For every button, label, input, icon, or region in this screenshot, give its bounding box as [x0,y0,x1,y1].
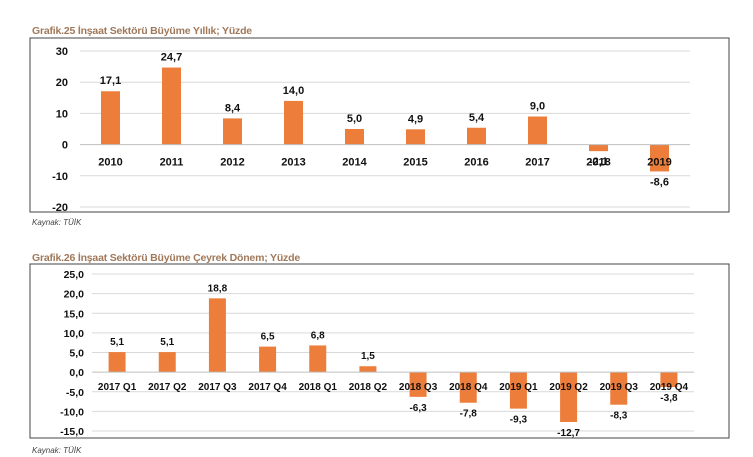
chart2-bar [459,372,477,403]
chart2-bar [158,352,176,373]
chart2-title: Grafik.26 İnşaat Sektörü Büyüme Çeyrek D… [32,252,300,264]
chart2-value-label: 18,8 [208,283,228,294]
chart1-ytick-label: 10 [56,108,68,120]
chart2-ytick-label: -5,0 [66,387,84,399]
chart2-category-label: 2017 Q4 [248,382,287,393]
chart2-value-label: -6,3 [409,403,427,414]
chart2-category-label: 2017 Q1 [98,382,137,393]
chart1-bar [406,129,425,145]
chart2-value-label: 6,5 [261,332,275,343]
chart1-bar [467,127,486,145]
chart1-value-label: -8,6 [650,176,669,188]
chart1-value-label: 9,0 [530,101,545,113]
chart1-frame [29,37,730,213]
chart1-bar [162,67,181,145]
chart2-value-label: 5,1 [110,337,124,348]
chart2-value-label: 1,5 [361,351,375,362]
chart2-ytick-label: 25,0 [64,269,85,281]
chart1-bar [284,100,303,145]
chart2-bar [610,372,628,405]
chart1-value-label: 17,1 [100,75,121,87]
chart1-ytick-label: 0 [62,140,68,152]
chart2-ytick-label: 15,0 [64,308,85,320]
chart2-bar [108,352,126,373]
chart1-ytick-label: 30 [56,46,68,58]
chart2-category-label: 2018 Q2 [349,382,388,393]
chart1-ytick-label: -10 [52,171,68,183]
chart2-category-label: 2019 Q4 [650,382,689,393]
chart1-title: Grafik.25 İnşaat Sektörü Büyüme Yıllık; … [32,25,252,37]
chart2-bar [560,372,578,422]
chart1-bar [589,144,608,152]
chart2-ytick-label: 5,0 [69,348,84,360]
chart1-category-label: 2016 [464,157,488,169]
chart2-bar [309,345,327,373]
chart1-category-label: 2017 [525,157,549,169]
chart2-value-label: 5,1 [160,337,174,348]
chart1-category-label: 2012 [220,157,244,169]
chart2-value-label: -8,3 [610,411,628,422]
chart1-bar [345,129,364,145]
chart2-bar [409,372,427,397]
chart1-bar [528,116,547,145]
chart2-value-label: -7,8 [460,409,478,420]
chart2-category-label: 2018 Q1 [299,382,338,393]
chart2-source: Kaynak: TÜİK [32,446,82,455]
chart1-value-label: 24,7 [161,52,182,64]
chart2-ytick-label: 10,0 [64,328,85,340]
chart2-bar [359,366,377,373]
chart2-frame [29,263,730,439]
chart1-value-label: 5,4 [469,112,485,124]
chart1-value-label: 14,0 [283,85,304,97]
chart1-bar [223,118,242,145]
chart1-bar [101,91,120,145]
chart2-ytick-label: -10,0 [60,406,84,418]
chart2-category-label: 2018 Q4 [449,382,488,393]
chart2-category-label: 2017 Q2 [148,382,187,393]
chart1-category-label: 2011 [160,157,184,169]
chart2-value-label: -3,8 [660,393,678,404]
chart2-value-label: -12,7 [557,428,580,439]
chart1-category-label: 2018 [586,157,610,169]
chart2-category-label: 2019 Q2 [549,382,588,393]
chart1-ytick-label: -20 [52,202,68,214]
chart2-ytick-label: -15,0 [60,426,84,438]
chart2-category-label: 2018 Q3 [399,382,438,393]
chart1-value-label: 4,9 [408,113,423,125]
chart2-bar [509,372,527,409]
chart1-ytick-label: 20 [56,77,68,89]
chart1-source: Kaynak: TÜİK [32,218,82,227]
chart1-category-label: 2014 [342,157,367,169]
chart1-value-label: 5,0 [347,113,362,125]
chart2-ytick-label: 20,0 [64,289,85,301]
chart2-bar [660,372,678,388]
chart2-bar [208,298,226,373]
chart2-value-label: -9,3 [510,415,528,426]
chart1-category-label: 2010 [98,157,122,169]
chart2-bar [259,346,277,373]
chart1-category-label: 2019 [647,157,671,169]
chart1-category-label: 2013 [281,157,305,169]
chart1-value-label: 8,4 [225,102,241,114]
chart1-value-label: -2,1 [589,156,608,168]
chart1-category-label: 2015 [403,157,427,169]
chart2-value-label: 6,8 [311,330,325,341]
chart2-category-label: 2019 Q3 [600,382,639,393]
chart2-category-label: 2019 Q1 [499,382,538,393]
chart1-bar [650,144,669,172]
chart2-category-label: 2017 Q3 [198,382,237,393]
chart2-ytick-label: 0,0 [69,367,84,379]
